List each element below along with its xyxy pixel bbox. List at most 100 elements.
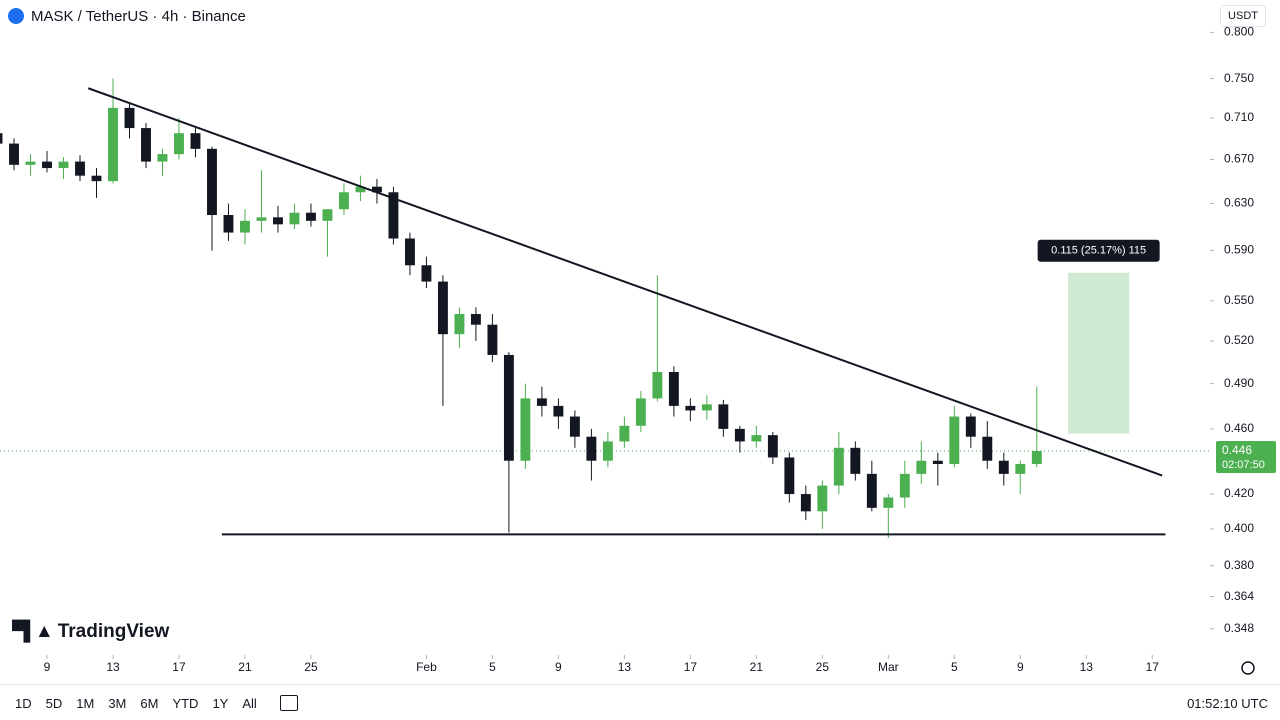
range-button[interactable]: 3M [108,695,127,711]
candle-body [899,473,910,498]
plot-area [0,78,1210,539]
candle-body [932,460,943,464]
candle-body [1015,463,1026,474]
brand-logo: ▀▌▲ [12,621,54,642]
candle-body [883,497,894,508]
candle-body [503,354,514,461]
y-tick-label: 0.420 [1224,486,1254,500]
candle-body [207,148,217,216]
y-tick-label: 0.800 [1224,25,1254,39]
y-tick-label: 0.380 [1224,558,1254,572]
range-buttons: 1D 5D 1M 3M 6M YTD 1Y All [8,696,264,711]
x-tick-label: 5 [951,660,958,674]
range-button[interactable]: 1M [76,695,95,711]
x-tick-label: Feb [416,660,437,674]
range-button[interactable]: 5D [45,695,63,711]
y-tick-label: 0.670 [1224,152,1254,166]
x-tick-label: 17 [684,660,698,674]
candle-body [701,404,712,411]
range-button[interactable]: 6M [140,695,159,711]
candle-body [734,428,745,442]
candle-body [371,186,382,193]
x-tick-label: 17 [172,660,186,674]
measure-box [1068,272,1130,434]
candle-body [454,313,465,335]
chart: 0.800 0.750 0.710 0.670 0.630 0.590 0.550 0.520… [0,25,1276,675]
x-tick-label: 25 [816,660,830,674]
bottom-toolbar: 1D 5D 1M 3M 6M YTD 1Y All 01:52:10 UTC [0,684,1280,720]
candle-body [652,372,663,399]
brand-name: TradingView [57,621,170,642]
candle-body [437,281,448,335]
candle-body [289,212,300,225]
candle-body [355,186,366,193]
y-tick-label: 0.750 [1224,71,1254,85]
x-tick-label: 9 [44,660,51,674]
candle-body [1031,451,1042,464]
settings-button[interactable] [1241,661,1255,675]
candle-body [668,372,679,406]
candle-body [965,416,976,437]
candle-body [58,161,69,169]
symbol-header: MASK / TetherUS · 4h · Binance [8,6,246,26]
last-price-badge [1216,441,1276,474]
candle-body [850,447,861,474]
symbol-icon [8,8,24,24]
date-range-button[interactable] [279,695,298,711]
x-tick-label: 9 [1017,660,1024,674]
candle-body [602,441,613,461]
candle-body [240,220,250,233]
y-tick-label: 0.630 [1224,196,1254,210]
brand: ▀▌▲ TradingView [12,621,169,643]
candle-body [520,398,531,461]
candle-body [569,416,580,437]
candle-body [223,215,234,233]
last-price-label: 0.446 [1222,443,1252,457]
clock[interactable]: 01:52:10 UTC [1187,695,1268,711]
candle-body [751,435,762,442]
candle-body [404,238,415,266]
x-tick-label: 25 [304,660,318,674]
candle-body [784,457,795,495]
x-tick-label: 21 [238,660,252,674]
x-tick-label: 13 [106,660,120,674]
candle-body [9,143,19,165]
candle-body [75,161,85,176]
x-tick-label: 21 [750,660,764,674]
candle-body [553,405,564,417]
y-tick-label: 0.590 [1224,243,1254,257]
candle-body [388,192,399,239]
candle-body [273,217,283,225]
candle-body [949,416,960,464]
y-tick-label: 0.348 [1224,621,1254,635]
candle-body [190,133,201,149]
x-tick-label: 13 [618,660,632,674]
candle-body [817,485,828,512]
x-tick-label: 5 [489,660,496,674]
y-tick-label: 0.550 [1224,293,1254,307]
x-tick-label: Mar [878,660,899,674]
currency-button[interactable]: USDT [1220,5,1266,27]
range-button[interactable]: 1Y [212,695,229,711]
y-tick-label: 0.460 [1224,421,1254,435]
candle-body [108,107,118,182]
candle-body [833,447,844,486]
range-button[interactable]: YTD [172,695,199,711]
countdown-label: 02:07:50 [1222,459,1265,471]
candle-body [487,324,498,355]
candle-body [256,217,267,221]
candle-body [800,494,811,512]
y-tick-label: 0.364 [1224,589,1254,603]
candle-body [916,460,927,474]
candle-body [470,313,481,325]
candle-body [421,265,432,282]
candle-body [91,175,102,182]
candle-body [338,192,349,210]
candle-body [767,435,778,458]
y-tick-label: 0.520 [1224,333,1254,347]
candle-body [157,154,168,162]
range-button[interactable]: All [242,695,257,711]
range-button[interactable]: 1D [15,695,32,711]
candle-body [322,209,333,221]
